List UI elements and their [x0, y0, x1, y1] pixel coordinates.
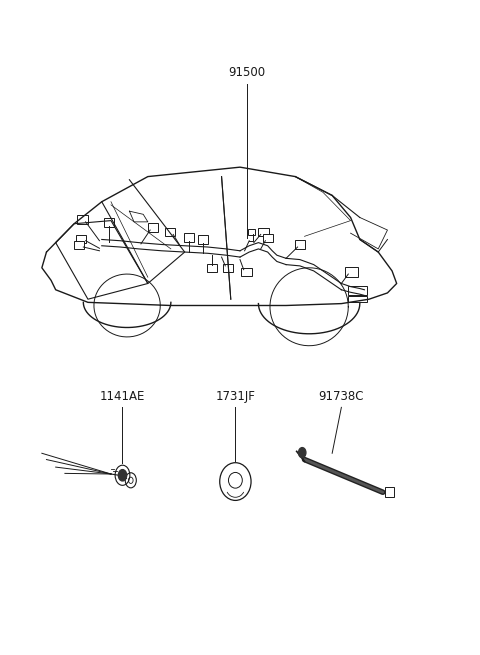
Circle shape [299, 447, 306, 458]
Bar [345, 267, 358, 276]
Text: 91738C: 91738C [319, 390, 364, 403]
Bar [73, 241, 84, 249]
Text: 1141AE: 1141AE [100, 390, 145, 403]
Bar [207, 264, 217, 272]
Bar [348, 296, 367, 303]
Bar [77, 215, 88, 224]
Bar [198, 235, 208, 244]
Text: 1731JF: 1731JF [216, 390, 255, 403]
Bar [248, 229, 254, 235]
Bar [76, 234, 86, 243]
Circle shape [119, 470, 127, 481]
Bar [258, 228, 269, 236]
Bar [348, 286, 367, 295]
Bar [241, 268, 252, 276]
Bar [385, 487, 395, 497]
Text: 91500: 91500 [228, 66, 265, 79]
Bar [263, 234, 273, 242]
Bar [184, 233, 194, 242]
Bar [295, 240, 305, 249]
Bar [165, 228, 175, 236]
Bar [148, 223, 158, 232]
Bar [223, 265, 233, 272]
Bar [104, 218, 114, 227]
